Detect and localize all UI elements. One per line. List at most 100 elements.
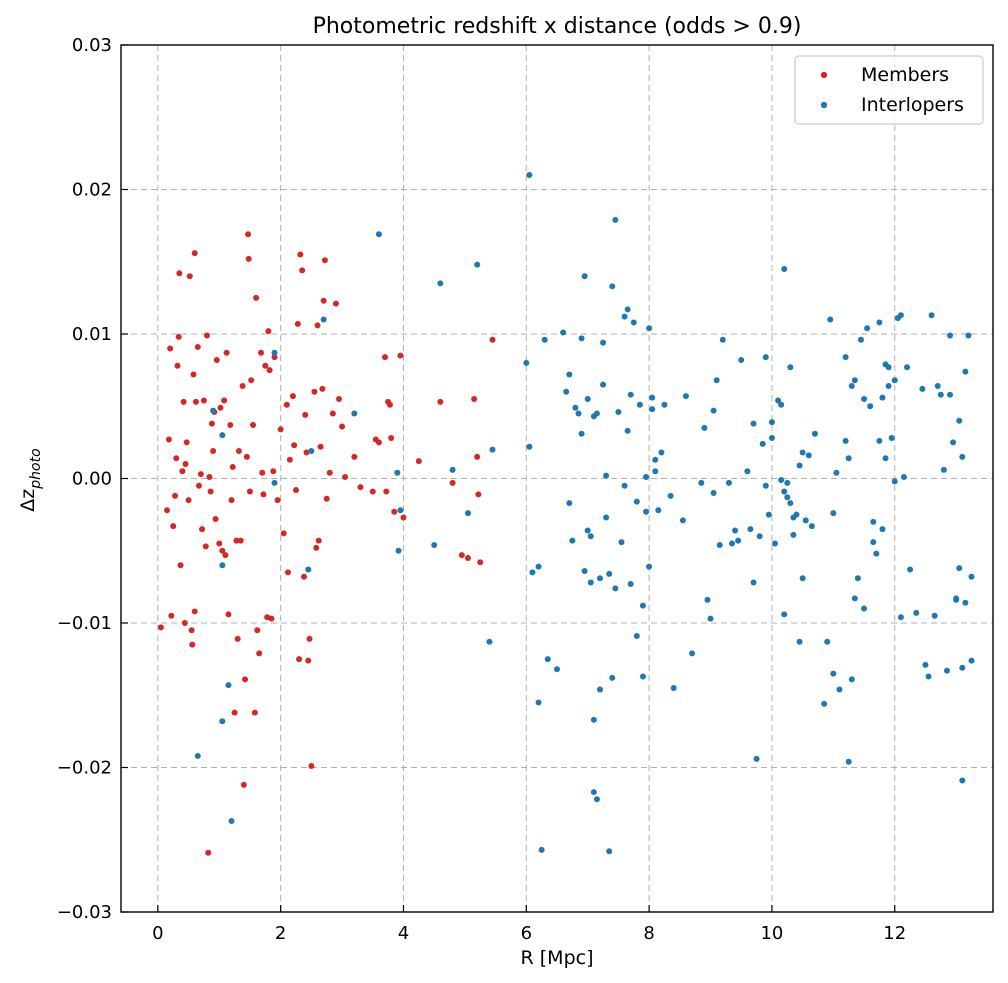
point-members <box>319 385 326 392</box>
point-members <box>246 488 253 495</box>
point-members <box>157 624 164 631</box>
point-interlopers <box>630 319 637 326</box>
point-interlopers <box>219 562 226 569</box>
point-interlopers <box>643 474 650 481</box>
point-interlopers <box>464 510 471 517</box>
point-interlopers <box>646 325 653 332</box>
point-interlopers <box>710 407 717 414</box>
point-interlopers <box>931 612 938 619</box>
point-interlopers <box>824 638 831 645</box>
point-members <box>210 448 217 455</box>
y-axis-label-subscript: photo <box>28 448 44 489</box>
point-members <box>294 320 301 327</box>
point-members <box>195 482 202 489</box>
point-interlopers <box>765 511 772 518</box>
point-interlopers <box>842 354 849 361</box>
point-interlopers <box>643 508 650 515</box>
point-members <box>286 456 293 463</box>
point-members <box>167 345 174 352</box>
point-members <box>323 495 330 502</box>
point-members <box>219 547 226 554</box>
point-interlopers <box>768 435 775 442</box>
x-tick-label: 10 <box>760 923 783 944</box>
point-interlopers <box>968 657 975 664</box>
point-interlopers <box>449 466 456 473</box>
point-members <box>239 383 246 390</box>
point-interlopers <box>652 456 659 463</box>
point-interlopers <box>962 599 969 606</box>
point-members <box>391 508 398 515</box>
point-interlopers <box>811 430 818 437</box>
point-members <box>254 627 261 634</box>
point-members <box>208 420 215 427</box>
point-interlopers <box>925 673 932 680</box>
point-members <box>181 620 188 626</box>
y-axis-label-base: Δz <box>17 489 39 512</box>
axis-ticks: 0 2 4 6 8 10 12 −0.03 −0.02 −0.01 0.00 0.01 0.02 0.03 <box>57 35 906 944</box>
point-members <box>474 453 481 460</box>
point-members <box>188 627 195 634</box>
point-members <box>265 328 272 335</box>
point-members <box>375 439 382 446</box>
point-interlopers <box>870 539 877 546</box>
point-members <box>320 297 327 304</box>
point-interlopers <box>271 479 278 486</box>
point-members <box>183 439 190 446</box>
point-interlopers <box>581 567 588 574</box>
point-interlopers <box>526 172 533 179</box>
y-tick-label: 0.03 <box>72 35 112 56</box>
point-interlopers <box>612 585 619 592</box>
point-interlopers <box>937 391 944 398</box>
legend-box <box>794 55 984 125</box>
point-interlopers <box>704 596 711 603</box>
x-tick-label: 2 <box>275 923 286 944</box>
point-interlopers <box>787 364 794 371</box>
point-members <box>180 398 187 405</box>
point-members <box>242 676 249 683</box>
point-interlopers <box>762 354 769 361</box>
chart-title: Photometric redshift x distance (odds > … <box>313 14 802 39</box>
point-interlopers <box>796 638 803 645</box>
point-interlopers <box>888 435 895 442</box>
point-interlopers <box>566 371 573 378</box>
point-members <box>245 255 252 262</box>
point-interlopers <box>600 339 607 346</box>
point-members <box>245 231 252 238</box>
point-interlopers <box>959 664 966 671</box>
point-interlopers <box>857 336 864 343</box>
point-members <box>329 410 336 417</box>
point-interlopers <box>762 482 769 489</box>
point-members <box>317 443 324 450</box>
point-interlopers <box>627 391 634 398</box>
point-members <box>415 458 422 465</box>
point-interlopers <box>305 566 312 573</box>
point-interlopers <box>953 596 960 603</box>
point-interlopers <box>870 518 877 525</box>
point-interlopers <box>600 381 607 388</box>
point-members <box>234 635 241 642</box>
y-tick-label: −0.03 <box>57 902 112 923</box>
point-members <box>185 497 192 504</box>
point-interlopers <box>959 777 966 784</box>
legend-marker-members <box>820 71 828 79</box>
point-interlopers <box>590 789 597 796</box>
point-members <box>228 497 235 504</box>
x-tick-label: 4 <box>398 923 409 944</box>
point-interlopers <box>639 673 646 680</box>
point-interlopers <box>885 364 892 371</box>
point-interlopers <box>606 570 613 577</box>
point-interlopers <box>778 476 785 483</box>
point-interlopers <box>784 479 791 486</box>
point-interlopers <box>593 796 600 803</box>
point-interlopers <box>698 479 705 486</box>
point-members <box>308 763 315 770</box>
point-members <box>289 393 296 400</box>
point-members <box>397 352 404 359</box>
point-members <box>206 474 213 481</box>
point-members <box>357 484 364 491</box>
point-members <box>326 469 333 476</box>
point-interlopers <box>646 563 653 570</box>
point-interlopers <box>609 674 616 681</box>
point-interlopers <box>308 448 315 455</box>
